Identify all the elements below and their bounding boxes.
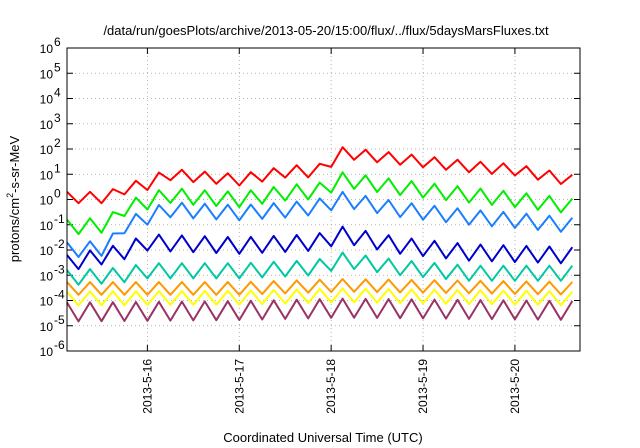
y-tick-base: 10: [40, 168, 54, 182]
series-line-5: [66, 251, 574, 286]
x-tick-label: 2013-5-19: [416, 359, 430, 414]
series-line-4: [66, 225, 574, 271]
y-tick-base: 10: [40, 194, 54, 208]
y-tick-label: 10: [40, 194, 54, 208]
y-tick-exponent: 6: [54, 35, 61, 49]
y-tick-base: 10: [40, 118, 54, 132]
y-tick-base: 10: [40, 42, 54, 56]
y-tick-label: 10: [40, 93, 54, 107]
chart-title: /data/run/goesPlots/archive/2013-05-20/1…: [103, 23, 549, 38]
x-tick-label: 2013-5-20: [508, 359, 522, 414]
y-tick-label: 10: [40, 42, 54, 56]
series-line-7: [66, 287, 574, 307]
y-tick-base: 10: [40, 269, 54, 283]
plot-frame: [66, 47, 581, 352]
y-tick-label: 10: [40, 219, 54, 233]
y-axis-label-sup: 2: [5, 193, 15, 198]
y-axis-label-pre: protons/cm: [7, 198, 22, 262]
y-tick-base: 10: [40, 345, 54, 359]
y-tick-exponent: 3: [54, 111, 61, 125]
y-tick-base: 10: [40, 93, 54, 107]
y-tick-exponent: -5: [54, 313, 65, 327]
y-tick-exponent: -2: [54, 237, 65, 251]
x-tick-label: 2013-5-18: [324, 359, 338, 414]
y-tick-exponent: 0: [54, 187, 61, 201]
y-tick-label: 10: [40, 244, 54, 258]
y-tick-label: 10: [40, 67, 54, 81]
y-tick-label: 10: [40, 295, 54, 309]
y-tick-exponent: -6: [54, 338, 65, 352]
y-tick-exponent: -1: [54, 212, 65, 226]
y-tick-exponent: 5: [54, 60, 61, 74]
y-tick-label: 10: [40, 143, 54, 157]
y-tick-labels: 10 -610 -510 -410 -310 -210 -110 010 110 210 310 41…: [40, 35, 65, 359]
y-tick-label: 10: [40, 320, 54, 334]
series-line-6: [66, 278, 574, 296]
y-axis-label-post: -s-sr-MeV: [7, 135, 22, 192]
series-layer: [66, 146, 574, 323]
y-tick-exponent: -4: [54, 288, 65, 302]
y-axis-label: protons/cm2-s-sr-MeV: [5, 135, 22, 262]
y-tick-exponent: -3: [54, 262, 65, 276]
x-tick-label: 2013-5-17: [232, 359, 246, 414]
y-tick-base: 10: [40, 244, 54, 258]
y-tick-base: 10: [40, 67, 54, 81]
series-line-2: [66, 171, 574, 236]
y-tick-label: 10: [40, 269, 54, 283]
y-tick-exponent: 2: [54, 136, 61, 150]
y-tick-label: 10: [40, 168, 54, 182]
y-tick-exponent: 4: [54, 86, 61, 100]
y-tick-base: 10: [40, 143, 54, 157]
y-tick-base: 10: [40, 295, 54, 309]
series-line-8: [66, 297, 574, 323]
series-line-3: [66, 190, 574, 258]
y-tick-base: 10: [40, 219, 54, 233]
y-tick-label: 10: [40, 345, 54, 359]
x-axis-label: Coordinated Universal Time (UTC): [223, 430, 422, 445]
x-tick-labels: 2013-5-16 2013-5-17 2013-5-18 2013-5-19 2013…: [140, 359, 522, 414]
y-tick-exponent: 1: [54, 161, 61, 175]
y-tick-label: 10: [40, 118, 54, 132]
grid: [67, 47, 580, 352]
series-line-1: [66, 146, 573, 205]
y-tick-base: 10: [40, 320, 54, 334]
x-tick-label: 2013-5-16: [140, 359, 154, 414]
